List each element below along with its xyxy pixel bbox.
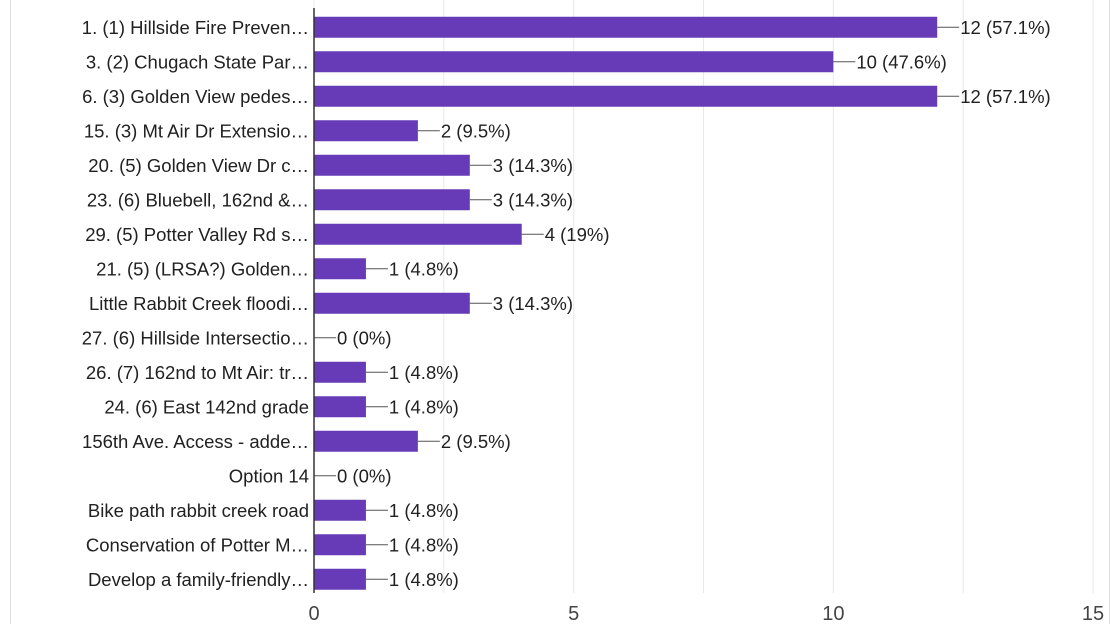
data-labels: 12 (57.1%) 10 (47.6%) 12 (57.1%) 2 (9.5%) 3 … [314, 17, 1051, 590]
bar [314, 154, 470, 176]
data-label: 12 (57.1%) [960, 86, 1050, 107]
data-label: 1 (4.8%) [389, 396, 459, 417]
x-tick-label: 0 [308, 603, 319, 624]
category-label: 15. (3) Mt Air Dr Extensio… [84, 120, 309, 141]
data-label: 10 (47.6%) [856, 51, 947, 72]
bar [314, 292, 470, 314]
category-label: 23. (6) Bluebell, 162nd &… [87, 189, 309, 210]
bar [314, 430, 418, 452]
category-label: Option 14 [229, 465, 309, 486]
x-tick-labels: 0 5 10 15 [308, 603, 1104, 624]
category-label: 20. (5) Golden View Dr c… [88, 155, 309, 176]
category-label: 21. (5) (LRSA?) Golden… [96, 258, 309, 279]
data-label: 1 (4.8%) [389, 500, 459, 521]
data-label: 1 (4.8%) [389, 258, 459, 279]
category-labels: 1. (1) Hillside Fire Preven… 3. (2) Chuga… [82, 17, 309, 590]
bar [314, 16, 938, 38]
bar [314, 189, 470, 211]
category-label: 6. (3) Golden View pedes… [82, 86, 309, 107]
category-label: Develop a family-friendly… [88, 569, 309, 590]
data-label: 0 (0%) [337, 465, 392, 486]
category-label: 29. (5) Potter Valley Rd s… [85, 224, 309, 245]
category-label: 26. (7) 162nd to Mt Air: tr… [86, 362, 309, 383]
x-tick-label: 10 [822, 603, 844, 624]
x-tick-label: 15 [1082, 603, 1104, 624]
category-label: Little Rabbit Creek floodi… [89, 293, 309, 314]
data-label: 1 (4.8%) [389, 569, 459, 590]
bar [314, 534, 366, 556]
bar [314, 120, 418, 142]
category-label: 1. (1) Hillside Fire Preven… [82, 17, 309, 38]
category-label: 156th Ave. Access - adde… [82, 431, 309, 452]
data-label: 4 (19%) [545, 224, 610, 245]
data-label: 1 (4.8%) [389, 362, 459, 383]
category-label: 24. (6) East 142nd grade [104, 396, 309, 417]
x-tick-label: 5 [568, 603, 579, 624]
bar [314, 568, 366, 590]
data-label: 3 (14.3%) [493, 155, 573, 176]
bar [314, 51, 834, 73]
data-label: 2 (9.5%) [441, 431, 511, 452]
category-label: Bike path rabbit creek road [88, 500, 309, 521]
data-label: 12 (57.1%) [960, 17, 1050, 38]
bar [314, 396, 366, 418]
bars [314, 16, 938, 590]
bar [314, 85, 938, 107]
category-label: Conservation of Potter M… [86, 534, 309, 555]
category-label: 27. (6) Hillside Intersectio… [82, 327, 309, 348]
bar [314, 499, 366, 521]
bar [314, 258, 366, 280]
data-label: 2 (9.5%) [441, 120, 511, 141]
data-label: 3 (14.3%) [493, 189, 573, 210]
data-label: 1 (4.8%) [389, 534, 459, 555]
category-label: 3. (2) Chugach State Par… [86, 51, 309, 72]
bar [314, 223, 522, 245]
data-label: 3 (14.3%) [493, 293, 573, 314]
data-label: 0 (0%) [337, 327, 392, 348]
bar [314, 361, 366, 383]
